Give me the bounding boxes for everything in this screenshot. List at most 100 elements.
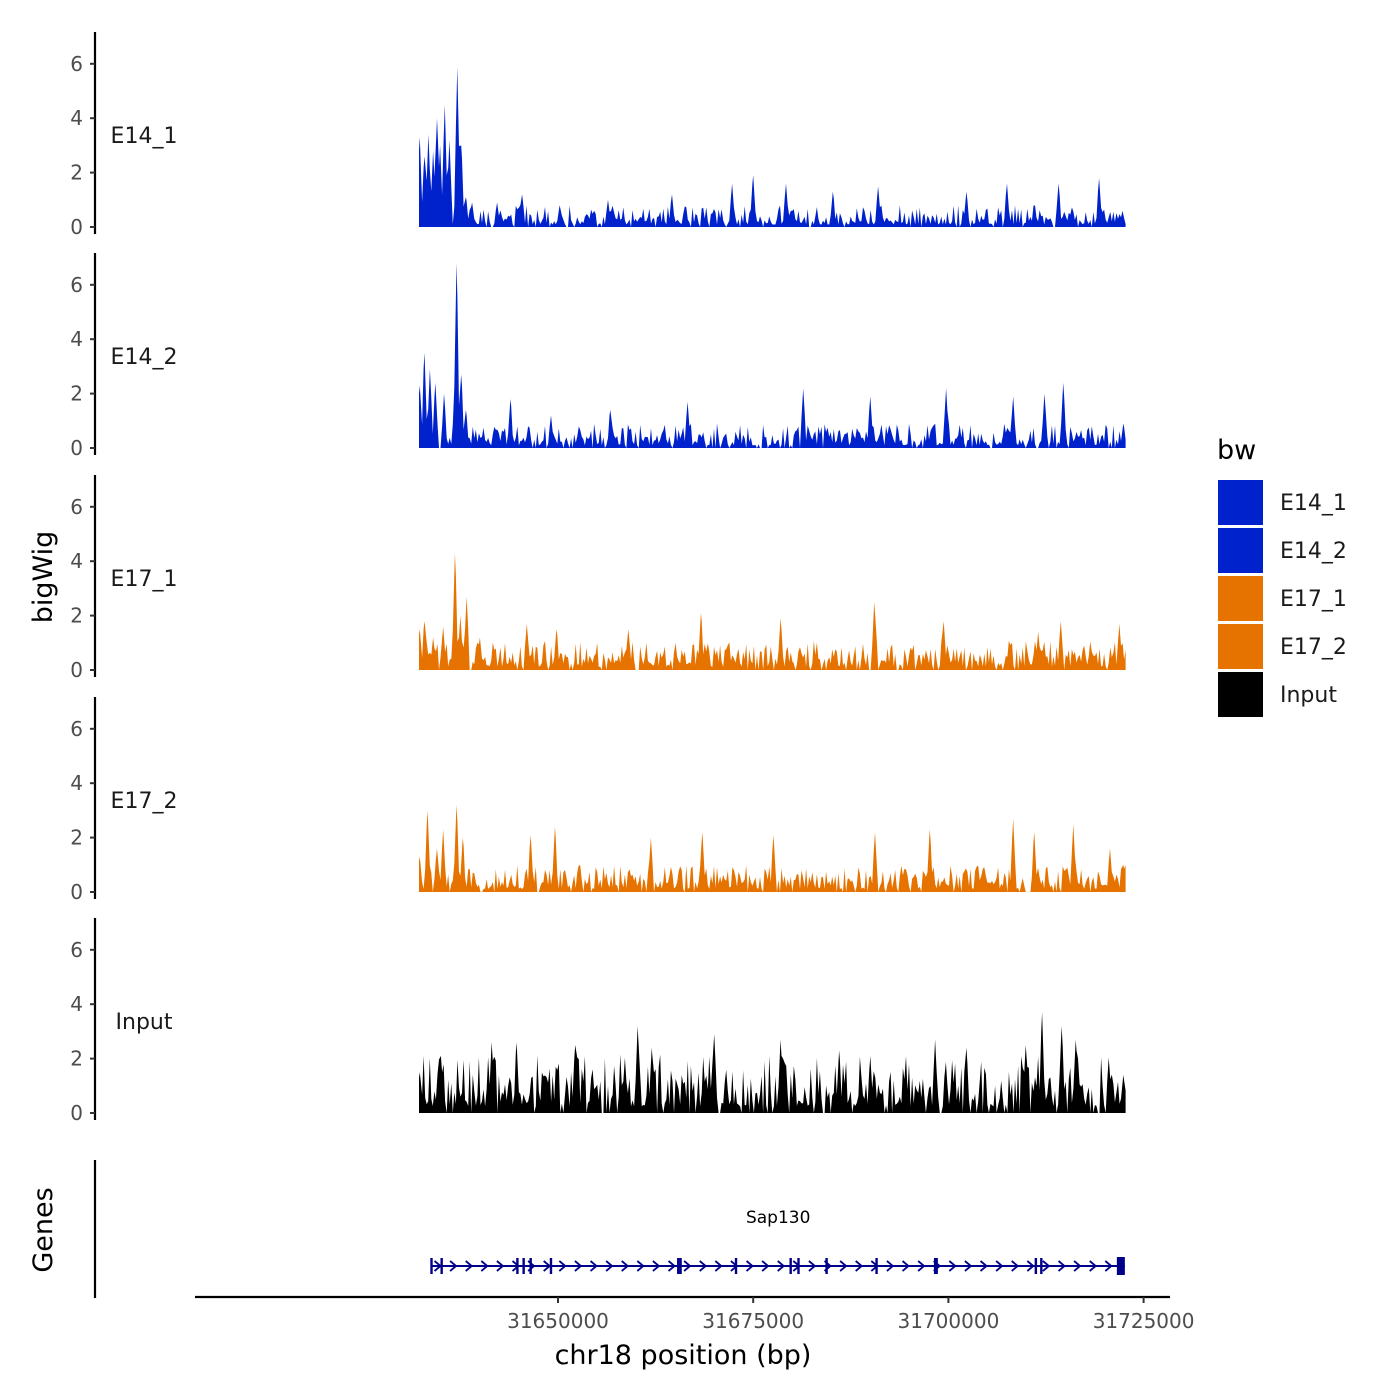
y-tick-label: 4 <box>70 549 83 573</box>
strand-arrow <box>995 1260 1004 1272</box>
strand-arrow <box>964 1260 973 1272</box>
track-E14_2: 0 2 4 6 E14_2 <box>70 253 1126 460</box>
strand-arrow <box>589 1260 598 1272</box>
signal-area-E17_2 <box>419 805 1126 892</box>
y-tick-label: 2 <box>70 1047 83 1071</box>
strand-arrow <box>1073 1260 1082 1272</box>
x-axis: 31650000 31675000 31700000 31725000 <box>195 1295 1194 1333</box>
strand-arrow <box>683 1260 692 1272</box>
exon <box>933 1258 937 1274</box>
strand-arrow <box>855 1260 864 1272</box>
y-tick-label: 6 <box>70 938 83 962</box>
exon <box>734 1258 738 1274</box>
legend-title: bw <box>1217 435 1256 466</box>
gene-Sap130: Sap130 <box>430 1208 1125 1275</box>
legend-label: E14_1 <box>1280 491 1347 516</box>
legend-label: Input <box>1280 683 1337 708</box>
legend-swatch <box>1218 672 1263 717</box>
y-tick-label: 6 <box>70 495 83 519</box>
exon <box>522 1258 525 1274</box>
strand-arrow <box>605 1260 614 1272</box>
y-tick-label: 4 <box>70 327 83 351</box>
exon <box>797 1258 800 1274</box>
y-axis-title: bigWig <box>28 531 59 624</box>
legend-label: E14_2 <box>1280 539 1347 564</box>
strand-arrow <box>1104 1260 1113 1272</box>
track-label: Input <box>116 1010 173 1035</box>
x-tick-label: 31700000 <box>898 1309 1000 1333</box>
exon <box>825 1258 828 1274</box>
strand-arrow <box>543 1260 552 1272</box>
y-tick-label: 4 <box>70 992 83 1016</box>
strand-arrow <box>667 1260 676 1272</box>
track-Input: 0 2 4 6 Input <box>70 918 1126 1125</box>
signal-area-E14_2 <box>419 263 1126 448</box>
y-tick-label: 2 <box>70 604 83 628</box>
exon <box>440 1258 443 1274</box>
y-tick-label: 0 <box>70 880 83 904</box>
strand-arrow <box>449 1260 458 1272</box>
genes-axis-title: Genes <box>28 1187 59 1272</box>
strand-arrow <box>558 1260 567 1272</box>
exon <box>679 1258 682 1274</box>
genes-track: Sap130 <box>93 1160 1125 1298</box>
track-E17_2: 0 2 4 6 E17_2 <box>70 697 1126 904</box>
y-tick-label: 0 <box>70 436 83 460</box>
strand-arrow <box>777 1260 786 1272</box>
strand-arrow <box>621 1260 630 1272</box>
y-tick-label: 2 <box>70 382 83 406</box>
exon <box>549 1258 553 1274</box>
exon <box>677 1258 680 1274</box>
strand-arrow <box>699 1260 708 1272</box>
strand-arrow <box>886 1260 895 1272</box>
strand-arrow <box>839 1260 848 1272</box>
x-tick-label: 31675000 <box>702 1309 804 1333</box>
strand-arrow <box>979 1260 988 1272</box>
strand-arrow <box>761 1260 770 1272</box>
exon <box>935 1258 938 1274</box>
y-tick-label: 6 <box>70 273 83 297</box>
strand-arrow <box>1011 1260 1020 1272</box>
strand-arrow <box>496 1260 505 1272</box>
legend-swatch <box>1218 624 1263 669</box>
signal-area-Input <box>419 1012 1126 1113</box>
strand-arrow <box>714 1260 723 1272</box>
track-label: E17_1 <box>111 567 178 592</box>
y-tick-label: 2 <box>70 161 83 185</box>
strand-arrow <box>917 1260 926 1272</box>
legend-label: E17_2 <box>1280 635 1347 660</box>
signal-area-E14_1 <box>419 66 1126 227</box>
exon <box>875 1258 878 1274</box>
exon <box>430 1258 433 1274</box>
track-label: E14_2 <box>111 345 178 370</box>
strand-arrow <box>1026 1260 1035 1272</box>
track-E14_1: 0 2 4 6 E14_1 <box>70 32 1126 239</box>
strand-arrow <box>901 1260 910 1272</box>
strand-arrow <box>1057 1260 1066 1272</box>
exon <box>1034 1258 1038 1274</box>
strand-arrow <box>652 1260 661 1272</box>
y-tick-label: 6 <box>70 717 83 741</box>
strand-arrow <box>1089 1260 1098 1272</box>
signal-area-E17_1 <box>419 553 1126 670</box>
exon <box>1116 1257 1125 1275</box>
exon <box>789 1258 792 1274</box>
track-label: E14_1 <box>111 124 178 149</box>
legend-label: E17_1 <box>1280 587 1347 612</box>
track-E17_1: 0 2 4 6 E17_1 <box>70 475 1126 682</box>
y-tick-label: 4 <box>70 106 83 130</box>
track-label: E17_2 <box>111 789 178 814</box>
y-tick-label: 0 <box>70 215 83 239</box>
legend-swatch <box>1218 528 1263 573</box>
strand-arrow <box>574 1260 583 1272</box>
strand-arrow <box>465 1260 474 1272</box>
legend: bw E14_1 E14_2 E17_1 E17_2 Input <box>1217 435 1347 717</box>
strand-arrow <box>745 1260 754 1272</box>
legend-swatch <box>1218 480 1263 525</box>
strand-arrow <box>480 1260 489 1272</box>
exon <box>529 1258 532 1274</box>
legend-swatch <box>1218 576 1263 621</box>
y-tick-label: 6 <box>70 52 83 76</box>
y-tick-label: 4 <box>70 771 83 795</box>
